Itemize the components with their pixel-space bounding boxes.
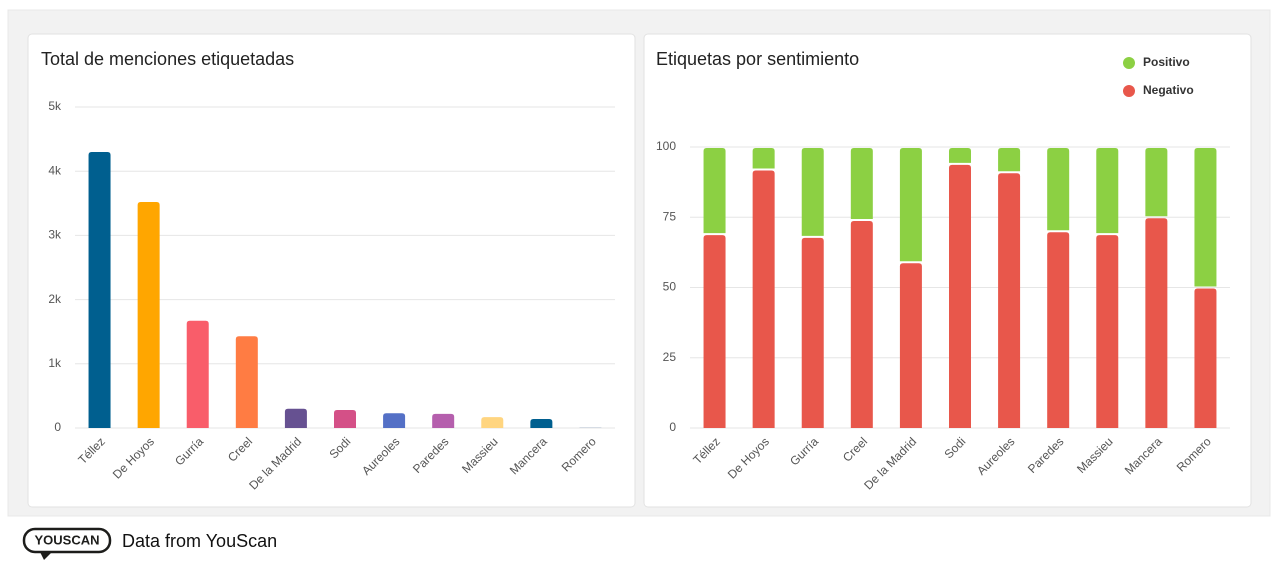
- bar-segment: [1194, 148, 1217, 287]
- bar: [186, 320, 209, 428]
- legend-marker: [1123, 85, 1135, 97]
- legend-label: Positivo: [1143, 55, 1190, 69]
- logo-frame: [22, 527, 112, 554]
- bar: [383, 413, 406, 428]
- bar-segment: [949, 164, 971, 429]
- bar-segment: [703, 235, 726, 428]
- logo-tail: [40, 552, 52, 560]
- bar: [481, 417, 504, 428]
- bar-segment: [899, 148, 922, 262]
- bar-segment: [1145, 148, 1168, 217]
- bar-segment: [801, 237, 824, 428]
- y-tick-label: 100: [656, 139, 676, 153]
- y-tick-label: 0: [54, 420, 61, 434]
- y-tick-label: 50: [663, 280, 677, 294]
- bar-segment: [850, 148, 873, 220]
- bar: [530, 419, 553, 428]
- bar-segment: [752, 148, 775, 169]
- y-tick-label: 3k: [48, 228, 62, 242]
- chart-title: Total de menciones etiquetadas: [41, 49, 294, 69]
- bar: [432, 413, 455, 428]
- y-tick-label: 25: [663, 350, 677, 364]
- bar-segment: [949, 148, 971, 163]
- bar-segment: [899, 263, 922, 428]
- bar: [235, 336, 258, 428]
- bar: [334, 410, 356, 428]
- bar-segment: [801, 148, 824, 236]
- bar-segment: [703, 148, 726, 234]
- y-tick-label: 2k: [48, 292, 62, 306]
- chart-title: Etiquetas por sentimiento: [656, 49, 859, 69]
- y-tick-label: 75: [663, 209, 677, 223]
- bar-segment: [1194, 288, 1217, 428]
- logo: YOUSCAN: [34, 532, 99, 547]
- bar-segment: [1096, 148, 1119, 234]
- legend-marker: [1123, 57, 1135, 69]
- card: [27, 33, 636, 508]
- bar-segment: [850, 221, 873, 428]
- bar: [284, 408, 307, 428]
- y-tick-label: 0: [669, 420, 676, 434]
- bar-segment: [752, 170, 775, 429]
- legend-label: Negativo: [1143, 83, 1194, 97]
- bar-segment: [998, 148, 1021, 172]
- bar: [137, 202, 160, 428]
- bar-segment: [1047, 232, 1070, 428]
- y-tick-label: 4k: [48, 163, 62, 177]
- y-tick-label: 1k: [48, 356, 62, 370]
- bar-segment: [1145, 218, 1168, 428]
- bar-segment: [998, 173, 1021, 428]
- bar: [88, 151, 111, 428]
- bar-segment: [1096, 235, 1119, 428]
- y-tick-label: 5k: [48, 99, 62, 113]
- footer-text: Data from YouScan: [122, 531, 277, 551]
- bar-segment: [1047, 148, 1070, 231]
